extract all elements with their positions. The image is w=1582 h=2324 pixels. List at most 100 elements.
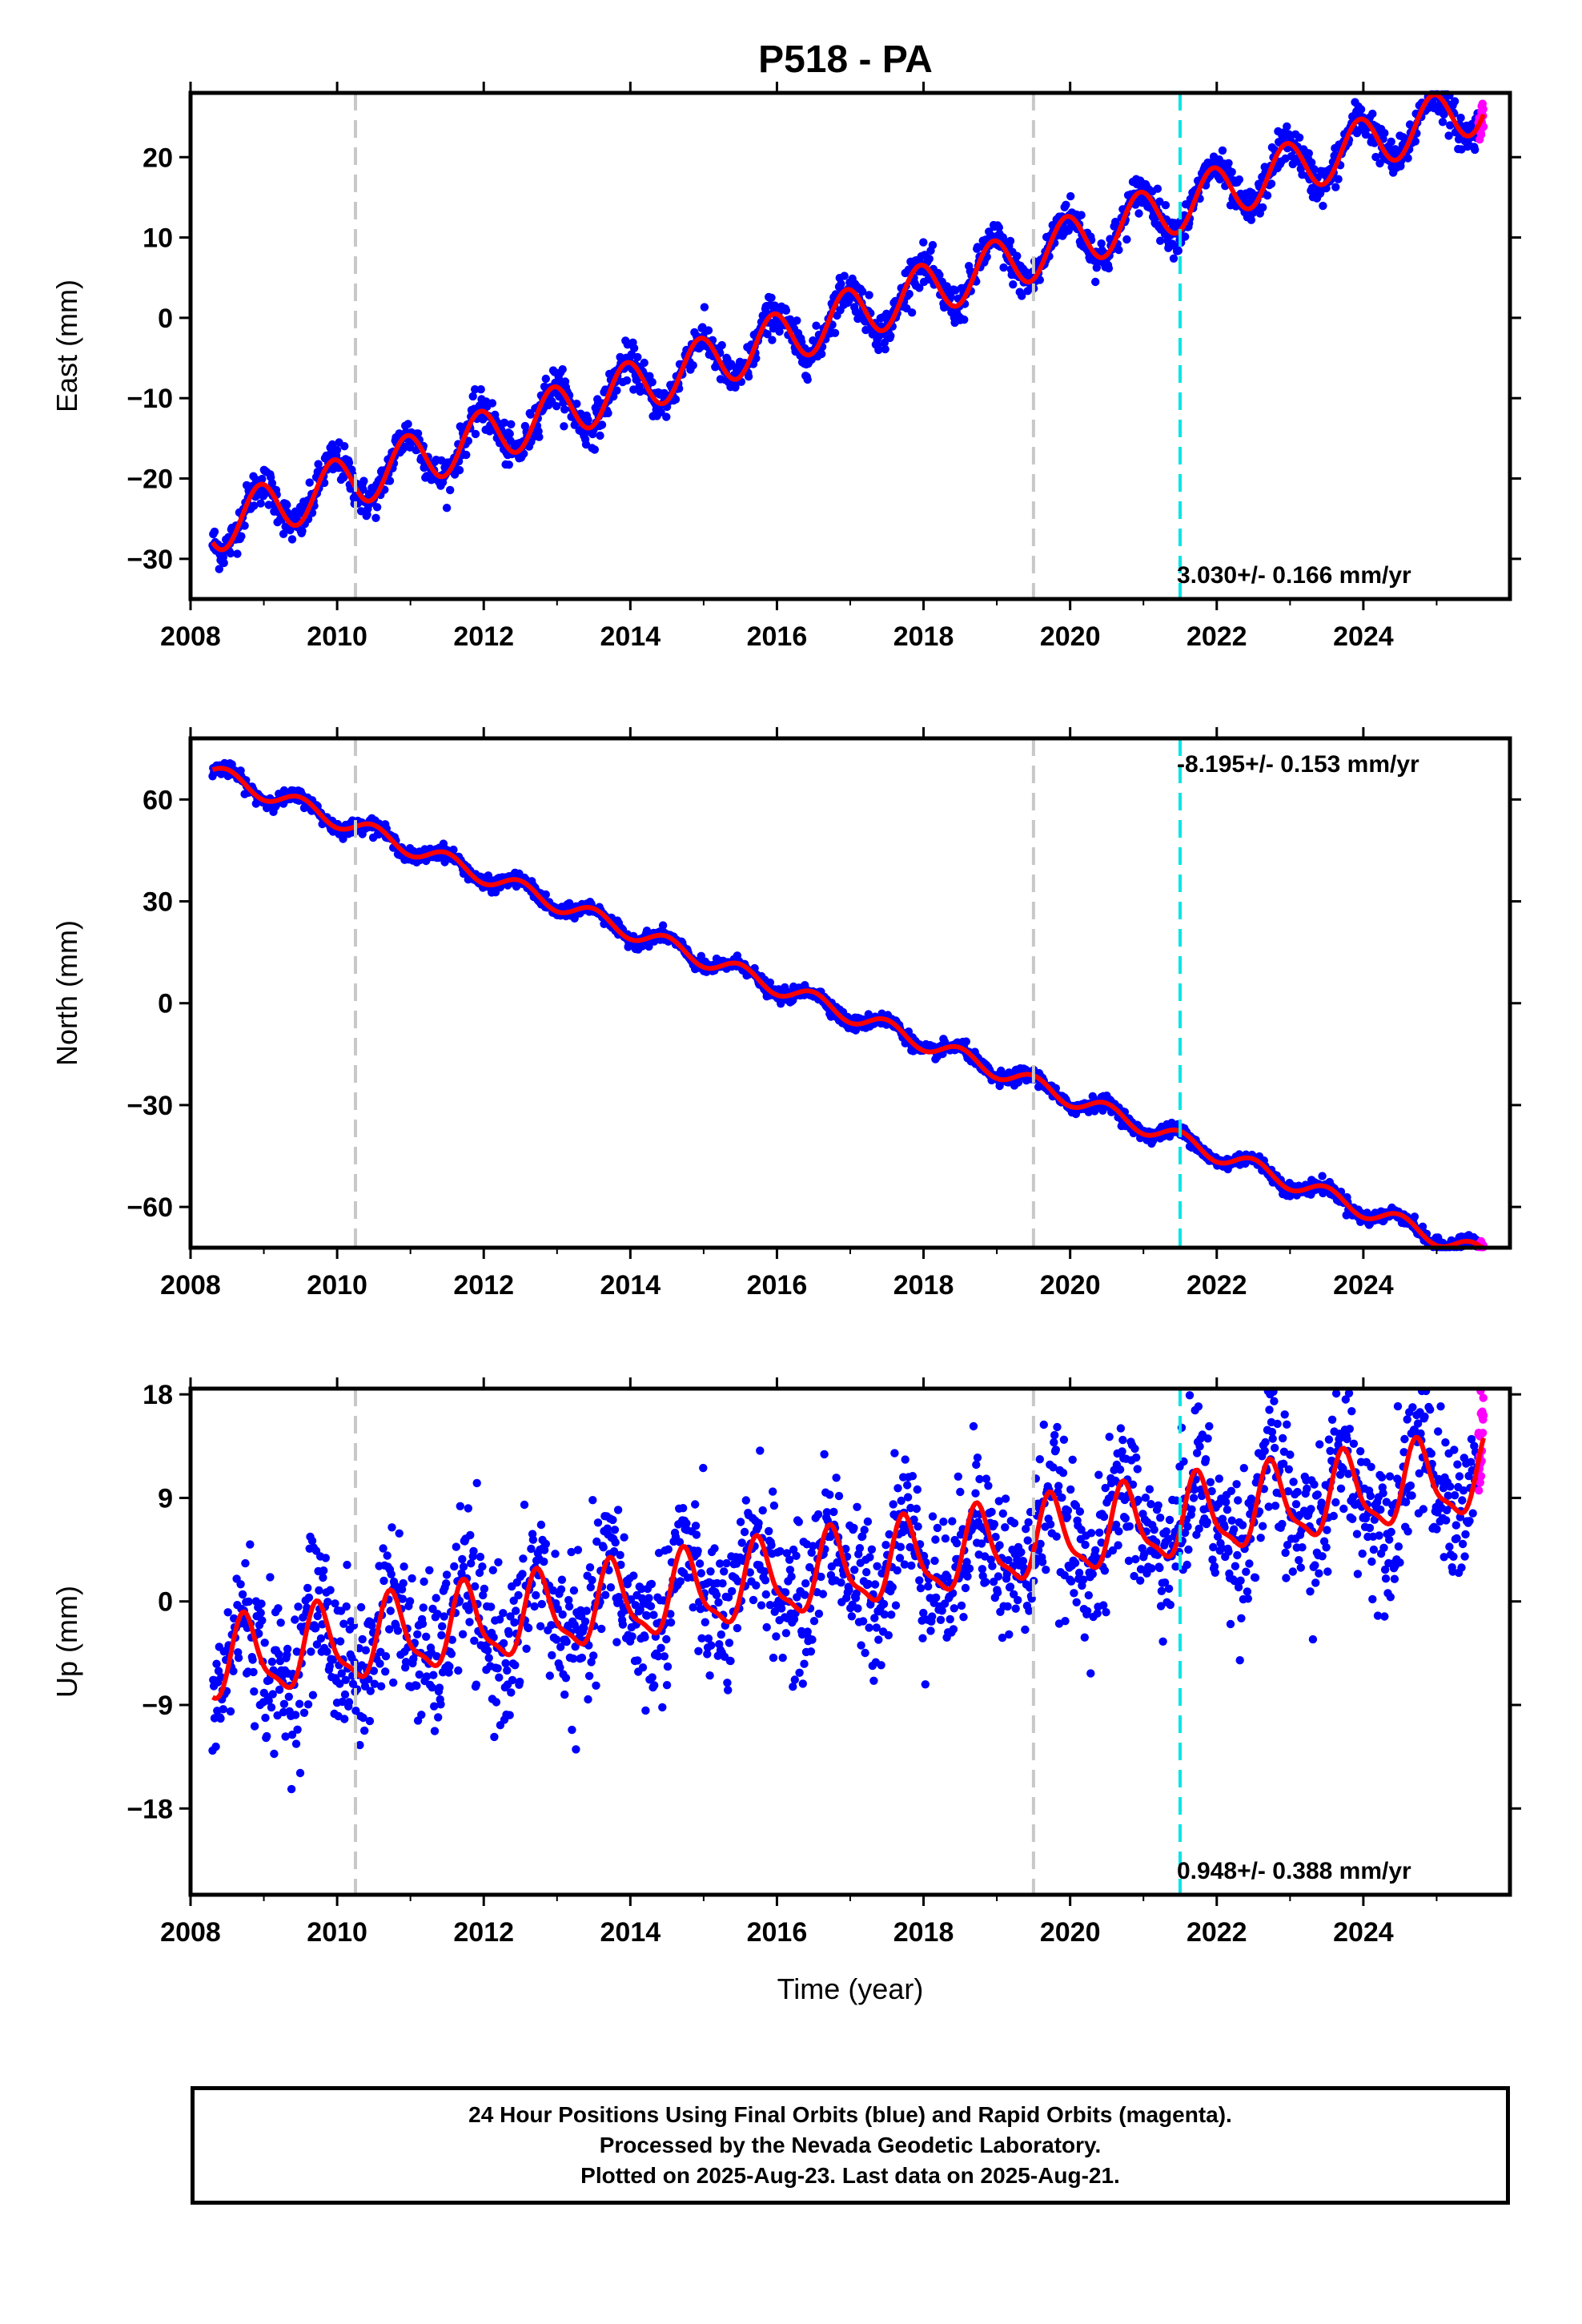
east-point bbox=[476, 385, 485, 394]
east-rate-label: 3.030+/- 0.166 mm/yr bbox=[1177, 562, 1411, 589]
up-point bbox=[226, 1707, 235, 1716]
east-point bbox=[552, 402, 561, 411]
up-point bbox=[223, 1608, 232, 1617]
up-point bbox=[536, 1622, 545, 1630]
east-point bbox=[1334, 175, 1343, 183]
up-point bbox=[459, 1562, 468, 1571]
east-point bbox=[327, 440, 337, 449]
up-point bbox=[436, 1700, 445, 1709]
up-point bbox=[287, 1784, 296, 1794]
up-point bbox=[628, 1632, 636, 1641]
up-point bbox=[279, 1699, 289, 1708]
up-point bbox=[552, 1635, 561, 1644]
up-point bbox=[532, 1590, 540, 1600]
east-point bbox=[340, 442, 349, 451]
up-point bbox=[492, 1698, 501, 1707]
up-point bbox=[769, 1487, 777, 1496]
east-point bbox=[264, 501, 273, 509]
up-point bbox=[884, 1630, 893, 1640]
up-point bbox=[383, 1551, 391, 1560]
east-point bbox=[371, 513, 380, 522]
east-x-tick-label: 2024 bbox=[1333, 621, 1394, 652]
up-point bbox=[419, 1603, 428, 1612]
east-point bbox=[886, 332, 895, 340]
east-point bbox=[907, 308, 917, 317]
up-point bbox=[408, 1574, 416, 1583]
up-point bbox=[295, 1768, 305, 1778]
up-point bbox=[787, 1572, 796, 1581]
east-point bbox=[629, 344, 639, 352]
up-point bbox=[679, 1504, 688, 1513]
up-point bbox=[901, 1455, 909, 1464]
north-y-tick-label: 60 bbox=[143, 785, 173, 815]
up-point bbox=[737, 1538, 746, 1547]
east-point bbox=[919, 238, 928, 247]
east-point bbox=[662, 412, 671, 421]
up-point bbox=[360, 1726, 369, 1735]
up-point bbox=[589, 1651, 598, 1660]
up-point bbox=[616, 1550, 624, 1560]
up-point bbox=[307, 1647, 315, 1656]
up-point bbox=[381, 1667, 390, 1676]
up-point bbox=[258, 1616, 267, 1625]
up-point bbox=[356, 1602, 366, 1612]
east-point bbox=[622, 376, 632, 385]
up-point bbox=[757, 1601, 766, 1610]
east-point bbox=[462, 450, 471, 460]
up-point bbox=[537, 1599, 546, 1609]
up-point bbox=[769, 1653, 778, 1663]
up-point bbox=[862, 1568, 871, 1577]
up-point bbox=[541, 1539, 550, 1549]
up-point bbox=[695, 1559, 705, 1568]
east-point bbox=[541, 374, 550, 384]
up-point bbox=[503, 1666, 512, 1675]
up-point bbox=[723, 1679, 732, 1687]
up-point bbox=[530, 1602, 539, 1611]
up-point bbox=[511, 1661, 520, 1670]
up-point bbox=[877, 1661, 885, 1670]
up-point bbox=[472, 1478, 481, 1488]
east-point bbox=[287, 535, 297, 544]
east-point bbox=[700, 303, 709, 312]
up-point bbox=[629, 1571, 638, 1580]
up-point bbox=[266, 1573, 275, 1582]
up-point bbox=[647, 1579, 656, 1589]
east-panel: 2008 2010 2012 2014 2016 2018 2020 2022 2024−30−… bbox=[50, 82, 1521, 652]
east-point bbox=[1064, 226, 1073, 235]
up-point bbox=[376, 1682, 386, 1691]
up-point bbox=[694, 1647, 703, 1655]
up-point bbox=[650, 1681, 659, 1690]
east-point bbox=[781, 306, 791, 315]
east-point bbox=[1263, 191, 1272, 200]
up-point bbox=[756, 1446, 765, 1455]
east-point bbox=[640, 358, 648, 368]
east-point bbox=[793, 316, 801, 325]
up-point bbox=[888, 1582, 897, 1592]
east-point bbox=[727, 360, 736, 368]
east-point bbox=[488, 399, 497, 408]
east-point bbox=[558, 365, 567, 374]
up-point bbox=[798, 1679, 807, 1688]
east-point bbox=[1450, 97, 1460, 106]
up-point bbox=[557, 1575, 567, 1584]
up-point bbox=[323, 1647, 331, 1656]
up-point bbox=[478, 1562, 487, 1571]
up-point bbox=[858, 1617, 868, 1626]
up-point bbox=[556, 1585, 566, 1594]
up-point bbox=[564, 1602, 574, 1611]
east-point bbox=[215, 565, 223, 573]
up-point bbox=[519, 1554, 528, 1563]
up-point bbox=[664, 1545, 673, 1554]
up-point bbox=[845, 1585, 853, 1594]
east-point bbox=[812, 321, 821, 330]
east-point bbox=[258, 474, 267, 484]
east-point bbox=[446, 485, 455, 495]
up-point bbox=[608, 1515, 617, 1525]
up-point bbox=[257, 1599, 266, 1608]
up-point bbox=[512, 1606, 520, 1615]
east-point bbox=[1235, 175, 1244, 184]
east-point bbox=[226, 549, 235, 558]
east-rapid-point bbox=[1479, 105, 1488, 114]
up-point bbox=[663, 1662, 673, 1671]
east-point bbox=[237, 532, 246, 541]
